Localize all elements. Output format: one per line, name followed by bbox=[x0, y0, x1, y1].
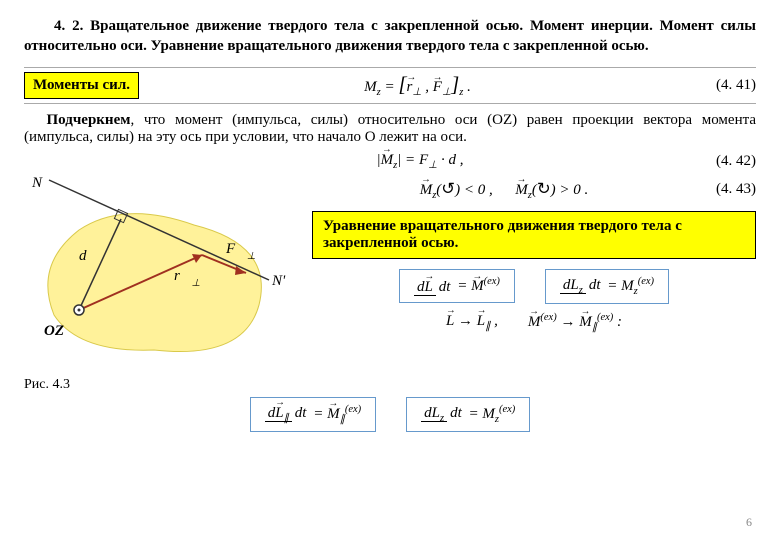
fig-OZ: OZ bbox=[44, 323, 64, 339]
fig-d: d bbox=[79, 248, 87, 264]
figure-column: N N' d r⃗⊥ F⃗⊥ OZ Рис. 4.3 bbox=[24, 175, 304, 393]
arrow-line-r: M(ex) → M∥(ex) : bbox=[528, 312, 622, 333]
arrow-line-l: L → L∥ , bbox=[446, 313, 498, 332]
divider bbox=[24, 103, 756, 104]
divider bbox=[24, 67, 756, 68]
eq-441-num: (4. 41) bbox=[696, 77, 756, 94]
emph-para: Подчеркнем, что момент (импульса, силы) … bbox=[24, 112, 756, 146]
eq-dLzdt: dLzdt = Mz(ex) bbox=[545, 269, 669, 304]
right-column: Mz(↺) < 0 , Mz(↻) > 0 . (4. 43) Уравнени… bbox=[312, 175, 756, 393]
eq-dLpar: dL∥dt = M∥(ex) bbox=[250, 397, 376, 432]
eq-dLz2: dLzdt = Mz(ex) bbox=[406, 397, 530, 432]
figure-caption: Рис. 4.3 bbox=[24, 377, 304, 393]
eq-442: |Mz| = F⊥ · d , bbox=[144, 152, 696, 171]
eq-bottom-row: dL∥dt = M∥(ex) dLzdt = Mz(ex) bbox=[24, 397, 756, 432]
eq-443: Mz(↺) < 0 , Mz(↻) > 0 . bbox=[312, 179, 696, 201]
fig-N: N bbox=[31, 175, 43, 191]
eq-dLdt-row: dLdt = M(ex) dLzdt = Mz(ex) bbox=[312, 269, 756, 304]
moments-label: Моменты сил. bbox=[24, 72, 139, 99]
arrow-line: L → L∥ , M(ex) → M∥(ex) : bbox=[312, 312, 756, 333]
eq-441: Mz = [r⊥ , F⊥]z . bbox=[139, 72, 696, 98]
eq-443-row: Mz(↺) < 0 , Mz(↻) > 0 . (4. 43) bbox=[312, 179, 756, 201]
eq-443-num: (4. 43) bbox=[696, 181, 756, 198]
eq-442-row: |Mz| = F⊥ · d , (4. 42) bbox=[24, 152, 756, 171]
figure-svg: N N' d r⃗⊥ F⃗⊥ OZ bbox=[24, 175, 304, 370]
eq-442-num: (4. 42) bbox=[696, 153, 756, 170]
emph-lead: Подчеркнем bbox=[47, 112, 131, 128]
fig-Np: N' bbox=[271, 273, 286, 289]
page-number: 6 bbox=[746, 515, 752, 530]
section-title: 4. 2. Вращательное движение твердого тел… bbox=[24, 16, 756, 57]
emph-rest: , что момент (импульса, силы) относитель… bbox=[24, 112, 756, 145]
eq-441-row: Моменты сил. Mz = [r⊥ , F⊥]z . (4. 41) bbox=[24, 72, 756, 99]
eq-dLdt-vec: dLdt = M(ex) bbox=[399, 269, 515, 302]
yellow-box-2: Уравнение вращательного движения твердог… bbox=[312, 211, 756, 259]
